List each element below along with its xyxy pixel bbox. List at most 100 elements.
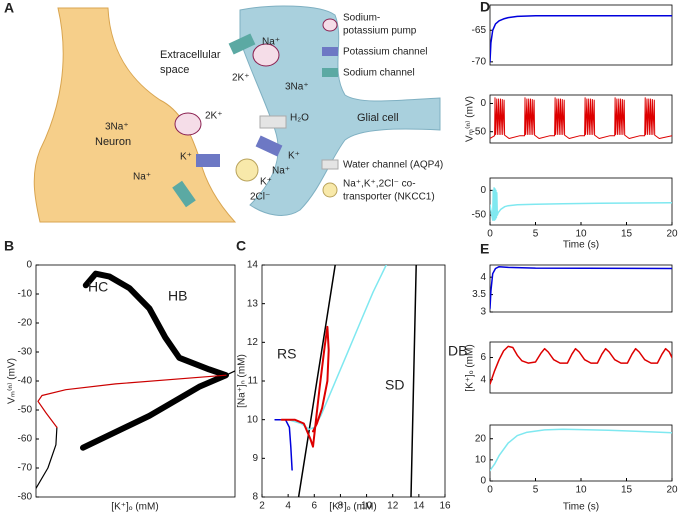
y-tick-label: 0 xyxy=(480,98,486,109)
data-line xyxy=(36,426,58,489)
extracellular-label: Extracellular xyxy=(160,49,221,61)
panel-label: E xyxy=(480,241,489,257)
data-line xyxy=(80,270,229,451)
y-tick-label: 20 xyxy=(475,433,487,444)
x-tick-label: 15 xyxy=(621,485,633,496)
y-tick-label: 3.5 xyxy=(472,289,486,300)
x-tick-label: 20 xyxy=(666,229,678,240)
ion-label: 2K⁺ xyxy=(205,111,223,122)
extracellular-label: space xyxy=(160,64,189,76)
x-axis-label: Time (s) xyxy=(563,240,599,251)
x-tick-label: 8 xyxy=(338,501,344,512)
x-tick-label: 15 xyxy=(621,229,633,240)
pump-icon xyxy=(252,43,280,67)
y-tick-label: -70 xyxy=(472,56,487,67)
y-tick-label: -70 xyxy=(18,463,33,474)
x-tick-label: 14 xyxy=(413,501,425,512)
panel-label: A xyxy=(4,0,14,16)
pump-icon xyxy=(174,112,202,136)
x-axis-label: Time (s) xyxy=(563,502,599,513)
data-line xyxy=(225,370,235,376)
data-line xyxy=(490,428,672,472)
ion-label: Na⁺ xyxy=(133,172,151,183)
y-tick-label: 0 xyxy=(26,260,32,271)
x-tick-label: 2 xyxy=(259,501,265,512)
axes-box xyxy=(489,4,673,66)
axes-box xyxy=(489,341,673,394)
ion-label: K⁺ xyxy=(180,152,192,163)
annotation: RS xyxy=(277,346,296,362)
data-line xyxy=(410,265,417,497)
potassium-channel-icon xyxy=(322,47,338,56)
y-axis-label: [Na⁺]ₙ (mM) xyxy=(237,354,248,408)
ion-label: Na⁺ xyxy=(262,37,280,48)
ion-label: K⁺ xyxy=(260,177,272,188)
y-tick-label: 3 xyxy=(480,307,486,318)
y-tick-label: -50 xyxy=(472,126,487,137)
y-tick-label: 6 xyxy=(480,352,486,363)
y-tick-label: -80 xyxy=(18,492,33,503)
legend-text: Water channel (AQP4) xyxy=(343,160,443,171)
pump-icon xyxy=(322,18,338,32)
annotation: SD xyxy=(385,377,404,393)
data-line xyxy=(37,374,227,428)
axes-box xyxy=(489,424,673,482)
annotation: HC xyxy=(88,279,108,295)
x-tick-label: 10 xyxy=(575,229,587,240)
y-tick-label: -10 xyxy=(18,289,33,300)
x-tick-label: 16 xyxy=(439,501,451,512)
sodium-channel-icon xyxy=(172,180,196,208)
y-tick-label: 11 xyxy=(248,376,259,387)
water-channel-icon xyxy=(321,159,339,170)
glia-label: Glial cell xyxy=(357,112,399,124)
neuron xyxy=(33,7,237,223)
data-line xyxy=(280,325,330,448)
ion-label: 3Na⁺ xyxy=(285,82,309,93)
annotation: HB xyxy=(168,288,187,304)
y-tick-label: 9 xyxy=(252,453,258,464)
y-tick-label: 4 xyxy=(480,272,486,283)
y-tick-label: 10 xyxy=(475,455,487,466)
x-axis-label: [K⁺]ₒ (mM) xyxy=(329,502,376,513)
x-tick-label: 20 xyxy=(666,485,678,496)
potassium-channel-icon xyxy=(196,154,220,167)
x-axis-label: [K⁺]ₒ (mM) xyxy=(111,502,158,513)
y-axis-label: [K⁺]ₒ (mM) xyxy=(465,344,476,391)
ion-label: Na⁺ xyxy=(272,166,290,177)
y-tick-label: 0 xyxy=(480,476,486,487)
annotation: DB xyxy=(448,343,467,359)
y-tick-label: 13 xyxy=(247,298,259,309)
y-tick-label: -50 xyxy=(18,405,33,416)
nkcc1-icon xyxy=(322,182,338,198)
ion-label: 2Cl⁻ xyxy=(250,192,270,203)
data-line xyxy=(274,418,293,471)
y-tick-label: -30 xyxy=(18,347,33,358)
x-tick-label: 10 xyxy=(361,501,373,512)
legend-text: transporter (NKCC1) xyxy=(343,192,435,203)
water-channel-icon xyxy=(259,115,287,129)
axes-box xyxy=(489,264,673,313)
nkcc1-icon xyxy=(235,158,259,182)
data-line xyxy=(297,265,336,497)
x-tick-label: 5 xyxy=(533,229,539,240)
legend-text: potassium pump xyxy=(343,26,417,37)
x-tick-label: 0 xyxy=(487,485,493,496)
x-tick-label: 6 xyxy=(312,501,318,512)
ion-label: H₂O xyxy=(290,113,309,124)
x-tick-label: 4 xyxy=(285,501,291,512)
legend-text: Na⁺,K⁺,2Cl⁻ co- xyxy=(343,179,416,190)
sodium-channel-icon xyxy=(228,33,256,55)
sodium-channel-icon xyxy=(322,68,338,77)
axes-box xyxy=(489,177,673,226)
x-tick-label: 5 xyxy=(533,485,539,496)
potassium-channel-icon xyxy=(255,135,283,157)
ion-label: 2K⁺ xyxy=(232,73,250,84)
axes-box xyxy=(489,94,673,144)
x-tick-label: 10 xyxy=(575,485,587,496)
legend-text: Sodium channel xyxy=(343,68,415,79)
legend-text: Sodium- xyxy=(343,13,380,24)
y-axis-label: Vₘ⁽ⁿ⁾ (mV) xyxy=(465,96,476,142)
y-tick-label: -50 xyxy=(472,210,487,221)
x-tick-label: 0 xyxy=(487,229,493,240)
data-line xyxy=(490,97,672,139)
